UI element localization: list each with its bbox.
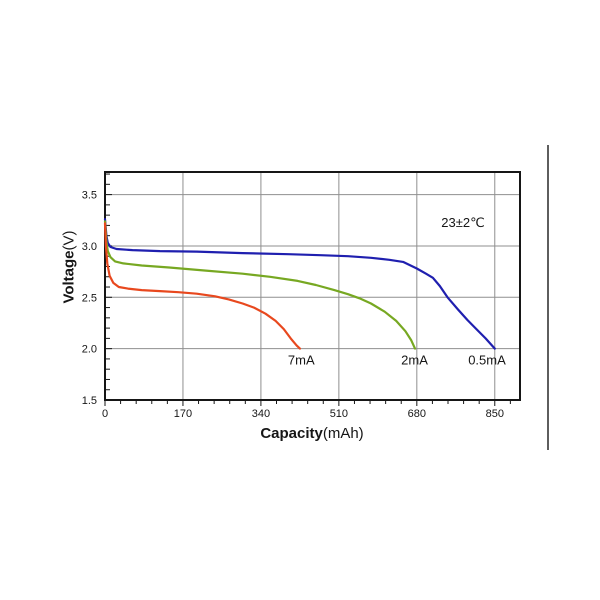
x-tick-label: 510 xyxy=(330,408,348,420)
series-label-7mA: 7mA xyxy=(288,352,315,367)
temperature-annotation: 23±2℃ xyxy=(441,215,485,230)
y-axis-title-name: Voltage xyxy=(60,250,78,304)
x-axis-title-name: Capacity xyxy=(260,425,323,442)
y-tick-label: 2.5 xyxy=(82,292,97,304)
series-curve-0.5mA xyxy=(103,218,496,350)
y-axis-title: Voltage(V) xyxy=(61,230,78,303)
plot-frame xyxy=(104,171,521,401)
x-tick-label: 340 xyxy=(252,408,270,420)
y-tick-label: 2.0 xyxy=(82,344,97,356)
series-label-0.5mA: 0.5mA xyxy=(468,352,506,367)
y-tick-label: 3.5 xyxy=(82,190,97,202)
x-tick-label: 0 xyxy=(102,408,108,420)
y-axis-title-unit: (V) xyxy=(60,230,78,251)
series-curve-2mA xyxy=(103,220,417,350)
x-tick-label: 170 xyxy=(174,408,192,420)
y-tick-label: 3.0 xyxy=(82,241,97,253)
series-curve-7mA xyxy=(103,222,301,350)
series-label-2mA: 2mA xyxy=(401,352,428,367)
x-axis-title: Capacity(mAh) xyxy=(260,425,363,442)
x-axis-title-unit: (mAh) xyxy=(322,425,364,442)
x-tick-label: 850 xyxy=(486,408,504,420)
x-tick-label: 680 xyxy=(408,408,426,420)
y-tick-label: 1.5 xyxy=(82,395,97,407)
divider-line xyxy=(547,145,549,450)
